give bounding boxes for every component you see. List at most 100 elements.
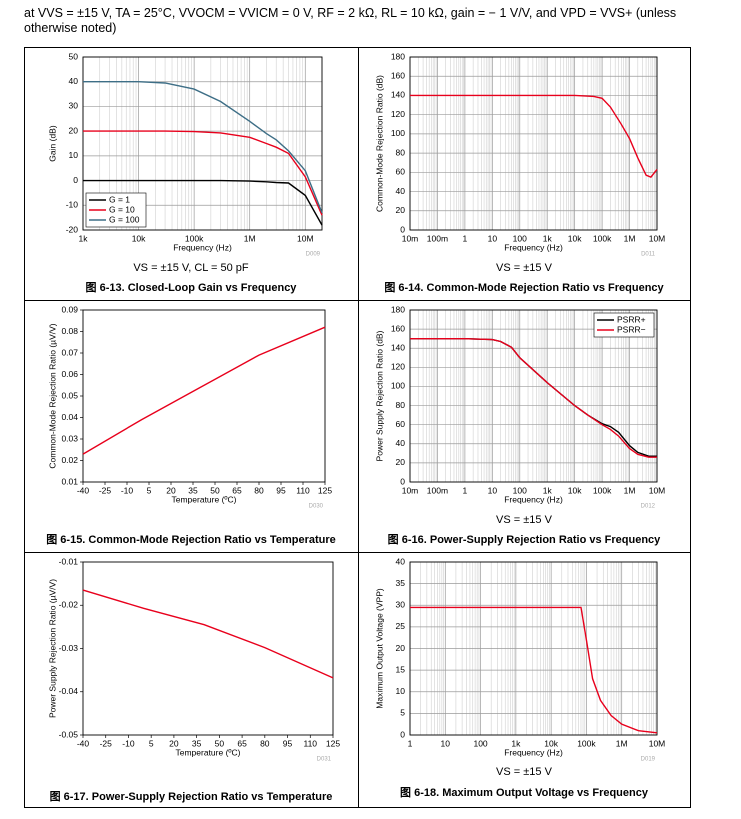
plot-frame bbox=[82, 561, 334, 736]
x-tick-label: 1k bbox=[511, 738, 521, 748]
y-axis-label: Common-Mode Rejection Ratio (µV/V) bbox=[47, 323, 57, 468]
series-line bbox=[83, 80, 323, 213]
chart-title: 图 6-18. Maximum Output Voltage vs Freque… bbox=[400, 786, 649, 799]
chart-title: 图 6-14. Common-Mode Rejection Ratio vs F… bbox=[384, 281, 664, 294]
legend-box bbox=[593, 312, 655, 338]
x-tick-label: 10M bbox=[649, 233, 666, 243]
x-tick-label: 1k bbox=[543, 233, 553, 243]
y-tick-label: 120 bbox=[391, 362, 405, 372]
x-tick-label: 35 bbox=[188, 485, 198, 495]
figure-code: D031 bbox=[317, 757, 332, 763]
x-tick-label: 10 bbox=[441, 738, 451, 748]
series-line bbox=[83, 130, 323, 216]
x-axis-label: Frequency (Hz) bbox=[504, 242, 563, 252]
plot-frame bbox=[409, 56, 658, 231]
chart-title: 图 6-13. Closed-Loop Gain vs Frequency bbox=[86, 281, 298, 294]
y-tick-label: 0.01 bbox=[61, 476, 78, 486]
y-tick-label: -0.03 bbox=[59, 643, 79, 653]
y-tick-label: 40 bbox=[396, 556, 406, 566]
y-tick-label: 30 bbox=[69, 101, 79, 111]
x-tick-label: 1M bbox=[616, 738, 628, 748]
series-line bbox=[82, 326, 326, 455]
x-tick-label: 65 bbox=[237, 738, 247, 748]
outer-frame bbox=[24, 47, 691, 808]
x-tick-label: 10M bbox=[649, 738, 666, 748]
x-axis-label: Frequency (Hz) bbox=[504, 747, 563, 757]
y-tick-label: 0 bbox=[400, 476, 405, 486]
figure-code: D019 bbox=[641, 757, 656, 763]
y-tick-label: 160 bbox=[391, 70, 405, 80]
x-tick-label: 100 bbox=[513, 233, 527, 243]
plot-frame bbox=[82, 309, 326, 483]
series-line bbox=[410, 94, 658, 178]
x-tick-label: 1M bbox=[624, 233, 636, 243]
x-tick-label: 10k bbox=[544, 738, 558, 748]
x-tick-label: 1k bbox=[543, 485, 553, 495]
y-tick-label: 15 bbox=[396, 664, 406, 674]
y-tick-label: 180 bbox=[391, 51, 405, 61]
y-tick-label: -10 bbox=[66, 200, 79, 210]
plot-frame bbox=[82, 56, 323, 231]
chart-title: 图 6-17. Power-Supply Rejection Ratio vs … bbox=[50, 790, 333, 803]
y-tick-label: 0.03 bbox=[61, 433, 78, 443]
x-tick-label: 100m bbox=[427, 233, 448, 243]
x-tick-label: 10 bbox=[488, 233, 498, 243]
y-tick-label: 5 bbox=[400, 708, 405, 718]
x-tick-label: 100k bbox=[593, 233, 612, 243]
y-tick-label: 20 bbox=[396, 457, 406, 467]
y-tick-label: 0.08 bbox=[61, 326, 78, 336]
y-tick-label: 25 bbox=[396, 621, 406, 631]
y-tick-label: 0.02 bbox=[61, 455, 78, 465]
x-tick-label: 5 bbox=[149, 738, 154, 748]
x-tick-label: 10m bbox=[402, 233, 419, 243]
y-tick-label: 50 bbox=[69, 51, 79, 61]
x-axis-label: Temperature (ºC) bbox=[176, 747, 241, 757]
plot-frame bbox=[409, 309, 658, 483]
x-tick-label: 20 bbox=[169, 738, 179, 748]
x-tick-label: 100 bbox=[473, 738, 487, 748]
x-tick-label: -10 bbox=[121, 485, 134, 495]
x-tick-label: 100m bbox=[427, 485, 448, 495]
y-tick-label: 60 bbox=[396, 167, 406, 177]
x-tick-label: 50 bbox=[210, 485, 220, 495]
y-tick-label: 140 bbox=[391, 90, 405, 100]
x-tick-label: 1M bbox=[244, 233, 256, 243]
x-tick-label: 125 bbox=[326, 738, 340, 748]
x-tick-label: 1 bbox=[408, 738, 413, 748]
y-tick-label: 140 bbox=[391, 342, 405, 352]
y-tick-label: -0.01 bbox=[59, 556, 79, 566]
x-tick-label: 95 bbox=[283, 738, 293, 748]
x-tick-label: 100k bbox=[577, 738, 596, 748]
legend-label: PSRR+ bbox=[617, 314, 646, 324]
chart-subtitle: VS = ±15 V bbox=[496, 766, 553, 778]
x-tick-label: 65 bbox=[232, 485, 242, 495]
y-tick-label: 20 bbox=[396, 205, 406, 215]
x-axis-label: Frequency (Hz) bbox=[173, 242, 232, 252]
x-tick-label: 110 bbox=[296, 485, 310, 495]
y-tick-label: 10 bbox=[396, 686, 406, 696]
x-tick-label: 100k bbox=[185, 233, 204, 243]
x-tick-label: -40 bbox=[77, 485, 90, 495]
x-tick-label: 10M bbox=[649, 485, 666, 495]
x-tick-label: -40 bbox=[77, 738, 90, 748]
x-tick-label: 80 bbox=[260, 738, 270, 748]
y-tick-label: 100 bbox=[391, 128, 405, 138]
x-tick-label: -25 bbox=[99, 485, 112, 495]
x-tick-label: -10 bbox=[122, 738, 135, 748]
y-tick-label: 60 bbox=[396, 419, 406, 429]
series-line bbox=[410, 338, 657, 458]
chart-subtitle: VS = ±15 V bbox=[496, 262, 553, 274]
figure-code: D009 bbox=[306, 252, 321, 258]
y-tick-label: 0 bbox=[400, 729, 405, 739]
figure-code: D012 bbox=[641, 504, 656, 510]
figure-code: D030 bbox=[309, 504, 324, 510]
y-tick-label: 180 bbox=[391, 304, 405, 314]
y-axis-label: Common-Mode Rejection Ratio (dB) bbox=[374, 75, 384, 212]
y-tick-label: 40 bbox=[396, 438, 406, 448]
y-tick-label: -0.02 bbox=[59, 600, 79, 610]
y-tick-label: 20 bbox=[69, 125, 79, 135]
y-tick-label: 80 bbox=[396, 400, 406, 410]
legend-label: G = 100 bbox=[109, 214, 140, 224]
